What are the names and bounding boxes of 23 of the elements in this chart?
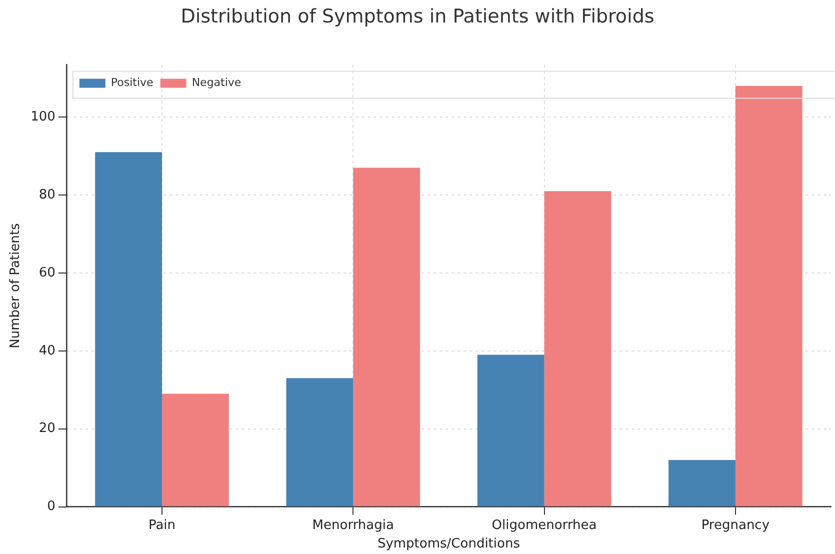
y-tick-label: 0 xyxy=(47,499,56,514)
legend-label: Positive xyxy=(110,76,154,90)
bar xyxy=(353,168,420,506)
y-tick-label: 80 xyxy=(38,187,56,202)
legend-label: Negative xyxy=(192,76,242,90)
y-axis-title: Number of Patients xyxy=(8,223,24,348)
x-tick-label: Oligomenorrhea xyxy=(492,518,597,533)
bar xyxy=(162,394,229,506)
y-tick-label: 100 xyxy=(30,109,56,124)
x-tick-label: Pregnancy xyxy=(701,518,770,533)
bar xyxy=(735,86,802,506)
bar xyxy=(95,152,162,506)
bar xyxy=(477,354,544,506)
bar xyxy=(286,378,354,506)
bar xyxy=(668,460,736,506)
y-tick-label: 40 xyxy=(38,343,56,358)
x-axis-title: Symptoms/Conditions xyxy=(377,536,520,552)
bar xyxy=(544,191,612,506)
x-tick-label: Menorrhagia xyxy=(312,518,394,533)
y-tick-label: 20 xyxy=(38,421,56,436)
y-tick-label: 60 xyxy=(38,265,56,280)
chart-title: Distribution of Symptoms in Patients with Fibroids xyxy=(180,5,654,28)
x-tick-label: Pain xyxy=(148,518,176,533)
